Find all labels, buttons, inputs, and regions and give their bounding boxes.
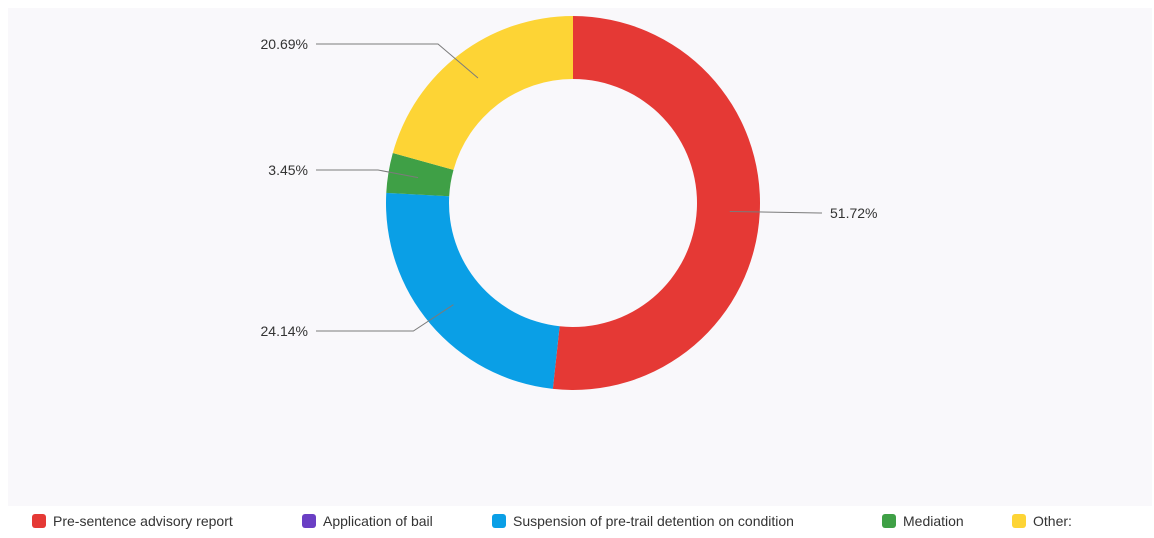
- legend-label: Application of bail: [323, 513, 433, 529]
- legend-label: Other:: [1033, 513, 1072, 529]
- legend-item-application-of-bail[interactable]: Application of bail: [302, 513, 433, 529]
- legend-label: Pre-sentence advisory report: [53, 513, 233, 529]
- data-label-pre-sentence-advisory-report: 51.72%: [830, 205, 877, 221]
- data-label-suspension-of-pre-trail-detention-on-condition: 24.14%: [261, 323, 308, 339]
- legend-swatch: [882, 514, 896, 528]
- leader-line-pre-sentence-advisory-report: [729, 210, 822, 214]
- data-label-other: 20.69%: [261, 36, 308, 52]
- legend-swatch: [32, 514, 46, 528]
- slice-pre-sentence-advisory-report: [552, 16, 760, 390]
- data-label-mediation: 3.45%: [268, 162, 308, 178]
- chart-card: 51.72% 24.14% 3.45% 20.69%: [8, 8, 1152, 506]
- donut-chart: 51.72% 24.14% 3.45% 20.69%: [261, 16, 877, 390]
- legend-item-other[interactable]: Other:: [1012, 513, 1072, 529]
- legend-item-pre-sentence-advisory-report[interactable]: Pre-sentence advisory report: [32, 513, 233, 529]
- slice-other: [392, 16, 573, 170]
- legend-item-suspension-of-pre-trail-detention-on-condition[interactable]: Suspension of pre-trail detention on con…: [492, 513, 794, 529]
- slice-mediation: [386, 152, 454, 197]
- leader-line-suspension-of-pre-trail-detention-on-condition: [316, 304, 454, 332]
- legend-swatch: [1012, 514, 1026, 528]
- legend-item-mediation[interactable]: Mediation: [882, 513, 964, 529]
- legend-label: Suspension of pre-trail detention on con…: [513, 513, 794, 529]
- legend: Pre-sentence advisory report Application …: [32, 513, 1122, 533]
- legend-label: Mediation: [903, 513, 964, 529]
- legend-swatch: [302, 514, 316, 528]
- legend-swatch: [492, 514, 506, 528]
- leader-line-other: [316, 43, 479, 79]
- slice-suspension-of-pre-trail-detention-on-condition: [386, 192, 560, 389]
- leader-line-mediation: [316, 169, 419, 179]
